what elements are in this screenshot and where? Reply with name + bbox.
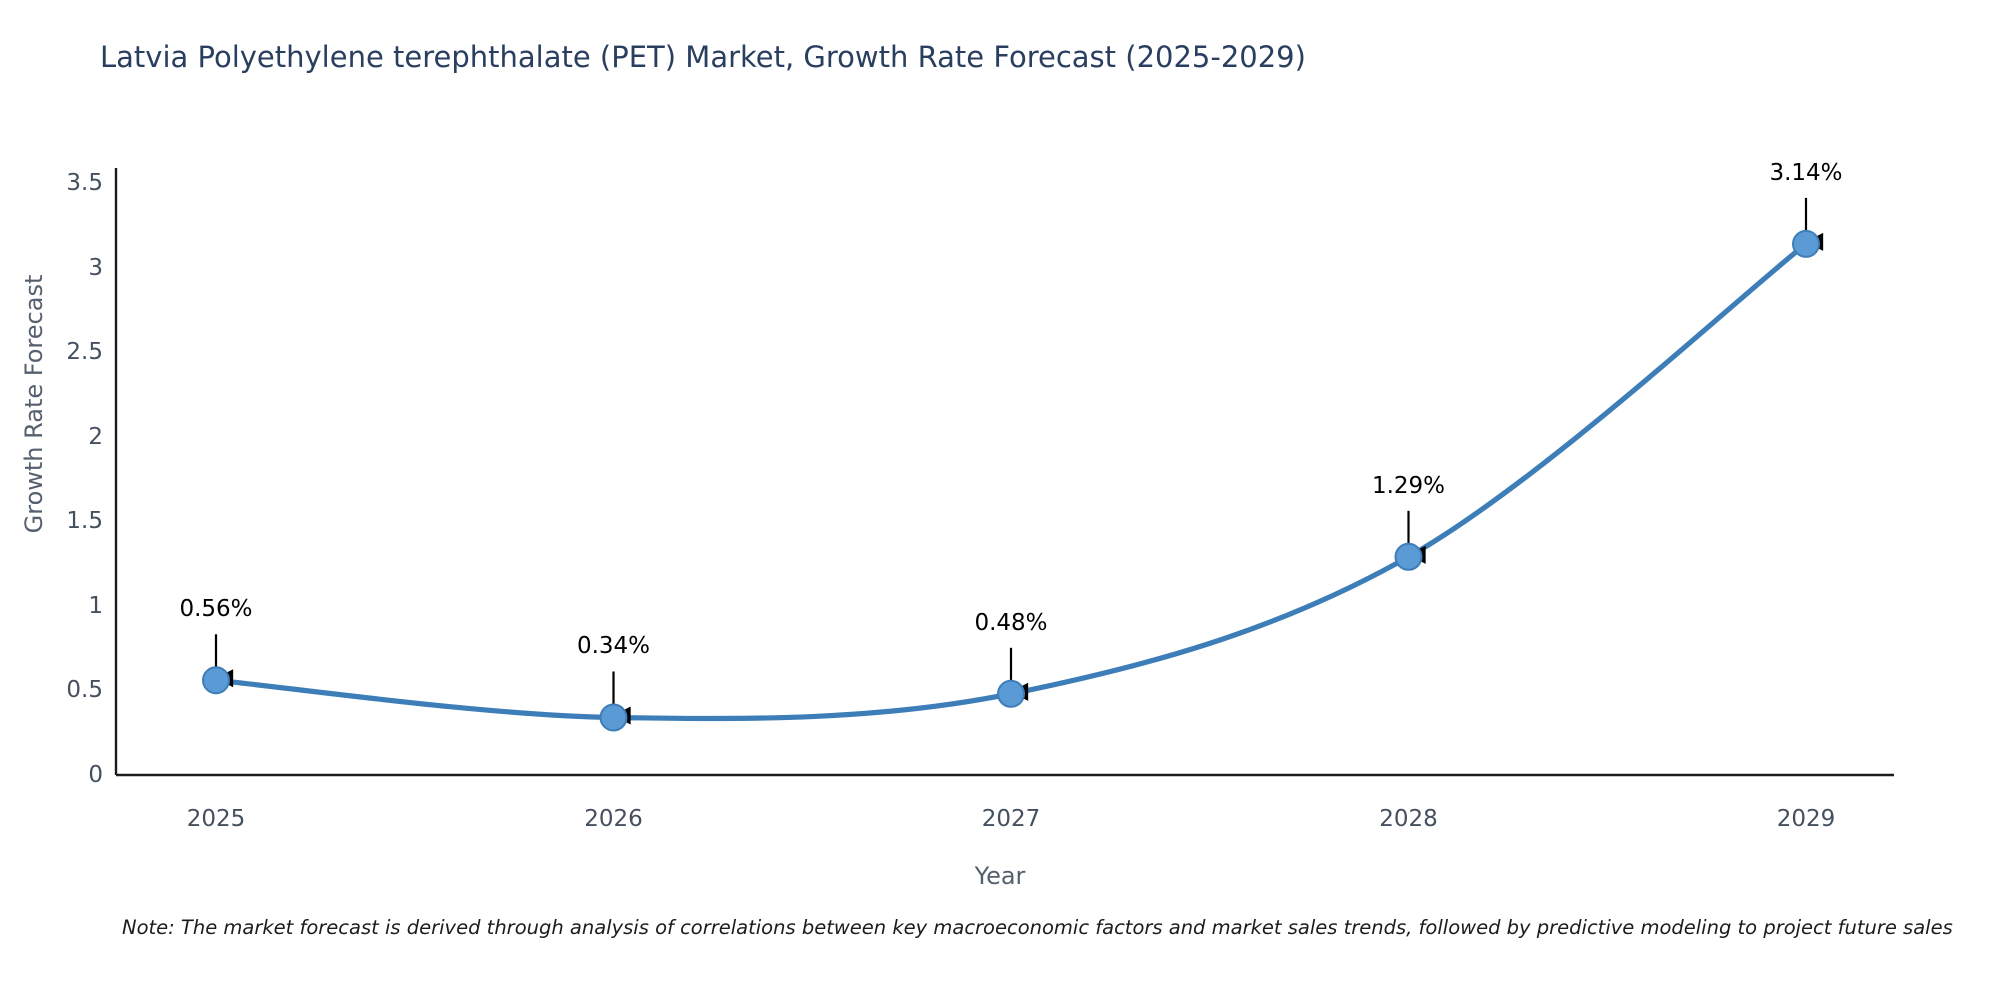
data-point-marker: [599, 703, 628, 732]
x-tick-label: 2029: [1776, 806, 1836, 832]
chart-footnote: Note: The market forecast is derived thr…: [122, 916, 1953, 939]
y-tick-label: 2: [88, 423, 103, 450]
y-tick-label: 1.5: [66, 508, 103, 535]
data-point-label: 1.29%: [1371, 472, 1446, 499]
data-point-marker: [1792, 229, 1820, 258]
x-tick-label: 2027: [981, 806, 1041, 832]
data-point-marker: [997, 679, 1025, 708]
data-series-growth-rate: [213, 241, 1809, 722]
x-tick-label: 2026: [584, 806, 643, 832]
y-tick-label: 3.5: [66, 170, 103, 196]
axis-spines: [114, 168, 1894, 777]
y-tick-label: 0.5: [66, 677, 103, 704]
data-point-label: 0.56%: [179, 596, 253, 623]
x-tick-label: 2025: [186, 806, 246, 832]
x-tick-label: 2028: [1379, 806, 1438, 832]
y-tick-label: 1: [88, 592, 103, 619]
y-tick-label: 0: [88, 762, 103, 788]
data-markers: [202, 229, 1820, 732]
chart-title: Latvia Polyethylene terephthalate (PET) …: [100, 40, 1306, 74]
x-axis-title: Year: [974, 862, 1026, 890]
annotation-arrows: [214, 197, 1824, 725]
data-point-marker: [1394, 542, 1423, 571]
data-point-label: 0.34%: [576, 633, 651, 660]
y-tick-label: 2.5: [66, 339, 103, 366]
data-point-marker: [202, 666, 230, 695]
y-tick-label: 3: [88, 254, 103, 281]
data-point-label: 0.48%: [974, 609, 1048, 636]
data-point-label: 3.14%: [1769, 159, 1843, 186]
